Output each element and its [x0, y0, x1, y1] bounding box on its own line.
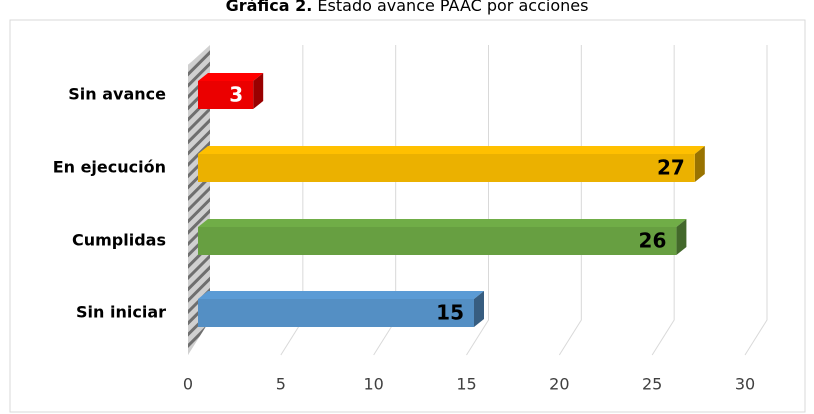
x-tick-label: 20 — [549, 375, 569, 394]
y-tick-label: En ejecución — [53, 158, 166, 177]
y-tick-label: Cumplidas — [72, 231, 166, 250]
y-tick-label: Sin iniciar — [76, 303, 166, 322]
grid-line — [651, 45, 675, 356]
x-tick-label: 15 — [456, 375, 476, 394]
title-prefix: Gráfica 2. — [226, 0, 313, 15]
data-label: 26 — [639, 229, 667, 253]
title-text: Estado avance PAAC por acciones — [317, 0, 588, 15]
bar-side — [253, 73, 264, 109]
bar — [198, 291, 484, 327]
bar-top — [198, 291, 484, 299]
grid-line — [466, 45, 489, 356]
data-label: 15 — [436, 301, 464, 325]
grid-line — [558, 45, 582, 356]
data-label: 3 — [229, 83, 243, 107]
bar-side — [676, 219, 687, 255]
bar-front — [198, 81, 254, 109]
bar-front — [198, 154, 695, 182]
bar — [198, 73, 264, 109]
bar-side — [474, 291, 484, 327]
back-wall — [188, 45, 210, 355]
y-tick-label: Sin avance — [68, 85, 166, 104]
x-tick-label: 25 — [642, 375, 662, 394]
bar-top — [198, 73, 264, 81]
bar — [198, 146, 705, 182]
bar — [198, 219, 687, 255]
bar-top — [198, 146, 705, 154]
chart-border — [9, 19, 806, 413]
chart-title: Gráfica 2. Estado avance PAAC por accion… — [226, 0, 589, 15]
x-tick-label: 0 — [183, 375, 193, 394]
bar-front — [198, 227, 677, 255]
x-tick-label: 10 — [363, 375, 383, 394]
x-tick-label: 30 — [735, 375, 755, 394]
bar-side — [694, 146, 705, 182]
grid-line — [744, 45, 768, 356]
bar-front — [198, 299, 474, 327]
data-label: 27 — [657, 156, 685, 180]
bar-top — [198, 219, 687, 227]
x-tick-label: 5 — [276, 375, 286, 394]
